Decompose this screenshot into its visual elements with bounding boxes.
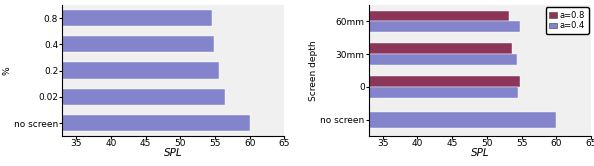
Legend: a=0.8, a=0.4: a=0.8, a=0.4: [546, 7, 589, 34]
Bar: [0, 89, 226, 105]
Bar: [140, 21, 520, 32]
Bar: [140, 76, 520, 87]
Bar: [0, 115, 250, 131]
Y-axis label: Screen depth: Screen depth: [309, 40, 318, 101]
Y-axis label: Screen absorption
%: Screen absorption %: [0, 29, 11, 112]
Bar: [0, 36, 214, 52]
Bar: [140, 11, 509, 21]
Bar: [140, 43, 512, 54]
X-axis label: SPL: SPL: [470, 148, 489, 158]
Bar: [140, 54, 517, 65]
Bar: [140, 87, 518, 98]
Bar: [0, 10, 211, 26]
X-axis label: SPL: SPL: [164, 148, 183, 158]
Bar: [0, 62, 219, 79]
Bar: [140, 112, 557, 128]
